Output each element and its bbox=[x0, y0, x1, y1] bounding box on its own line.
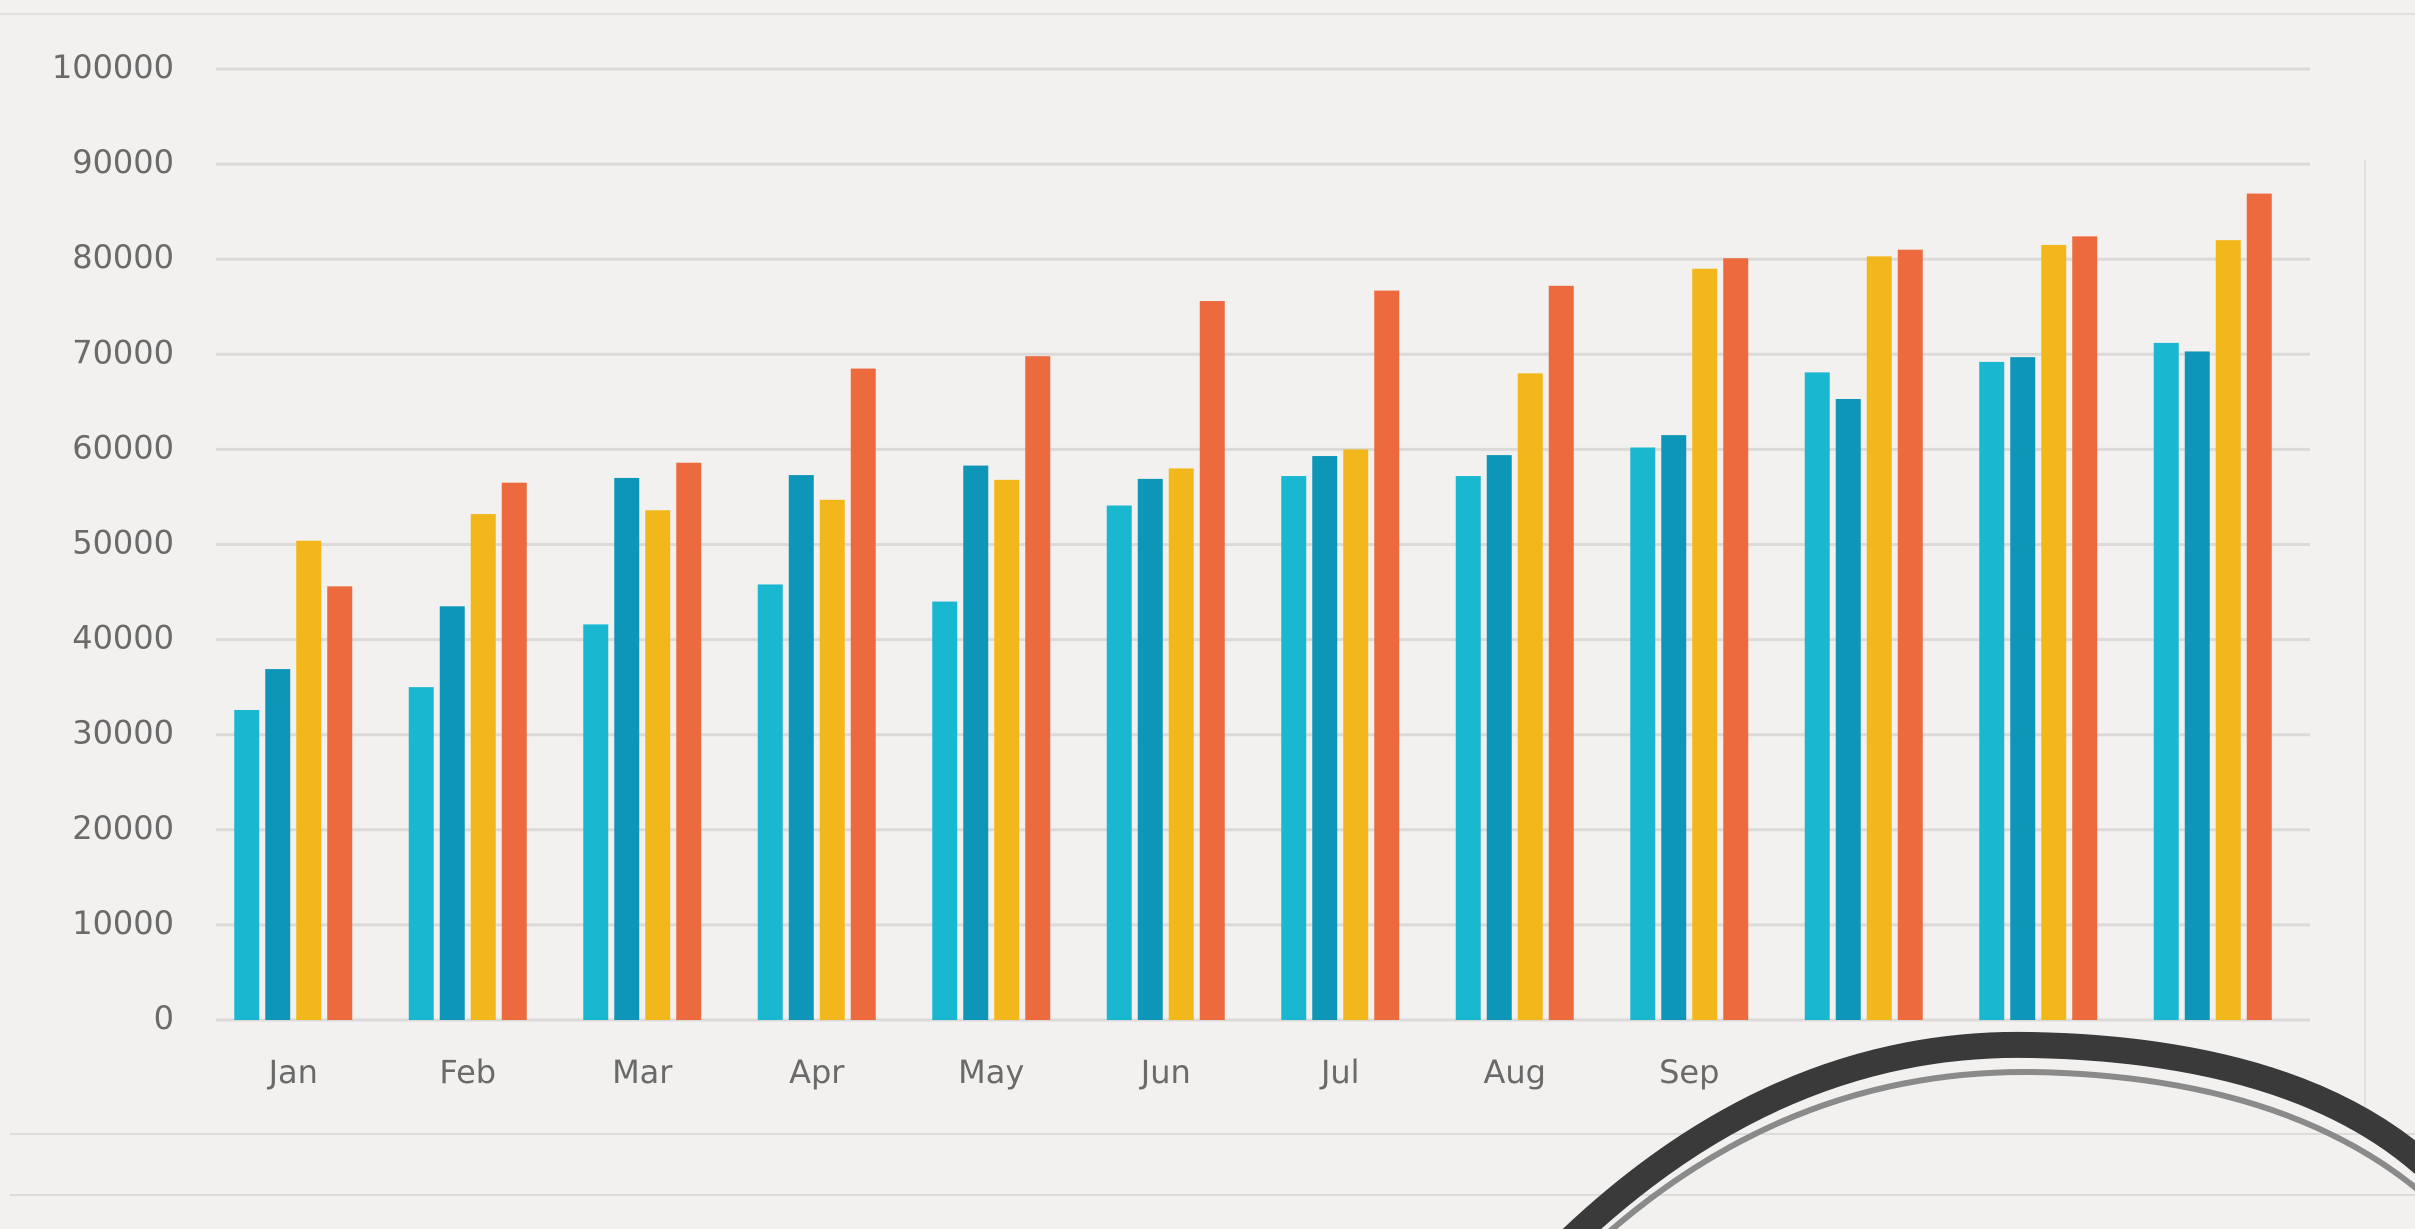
bar bbox=[1517, 373, 1543, 1020]
y-tick-label: 80000 bbox=[72, 238, 174, 276]
bar bbox=[501, 482, 527, 1020]
bar bbox=[676, 462, 702, 1020]
y-tick-label: 70000 bbox=[72, 333, 174, 371]
bar bbox=[1025, 356, 1051, 1020]
bar bbox=[583, 624, 609, 1020]
bar bbox=[2153, 342, 2179, 1020]
bar bbox=[757, 584, 783, 1020]
magnifier-rim bbox=[1562, 1031, 2415, 1229]
y-tick-label: 100000 bbox=[52, 48, 174, 86]
bar bbox=[614, 477, 640, 1020]
bar bbox=[2184, 351, 2210, 1020]
y-tick-label: 40000 bbox=[72, 619, 174, 657]
plot-area: 0 10000 20000 30000 40000 50000 60000 70000 8000… bbox=[52, 48, 2310, 1091]
bar bbox=[1168, 468, 1194, 1020]
bar bbox=[2072, 236, 2098, 1021]
x-tick-label: Apr bbox=[789, 1053, 845, 1091]
magnifier-inner-rim bbox=[1608, 1068, 2415, 1229]
y-tick-label: 30000 bbox=[72, 714, 174, 752]
y-tick-label: 60000 bbox=[72, 428, 174, 466]
bar bbox=[1137, 478, 1163, 1021]
bar bbox=[850, 368, 876, 1020]
bar bbox=[1897, 249, 1923, 1020]
bar bbox=[1630, 447, 1656, 1020]
bar bbox=[265, 669, 291, 1020]
bar bbox=[932, 601, 958, 1020]
y-tick-label: 10000 bbox=[72, 904, 174, 942]
y-tick-label: 50000 bbox=[72, 524, 174, 562]
bar bbox=[963, 465, 989, 1020]
bar bbox=[327, 586, 353, 1020]
bar bbox=[645, 510, 671, 1020]
bar bbox=[1835, 398, 1861, 1020]
bar bbox=[2041, 244, 2067, 1020]
bar bbox=[439, 606, 465, 1020]
bar bbox=[2215, 240, 2241, 1020]
x-tick-label: Jun bbox=[1139, 1053, 1191, 1091]
bar bbox=[1723, 258, 1749, 1020]
bar bbox=[994, 479, 1020, 1020]
bar bbox=[1486, 455, 1512, 1021]
bar bbox=[470, 514, 496, 1020]
bar bbox=[1804, 372, 1830, 1020]
bar bbox=[2010, 357, 2036, 1020]
bar bbox=[234, 709, 260, 1020]
bar bbox=[1455, 476, 1481, 1020]
bar bbox=[1374, 290, 1400, 1020]
bar bbox=[1692, 268, 1718, 1021]
bar bbox=[1281, 476, 1307, 1020]
x-tick-label: Jul bbox=[1319, 1053, 1360, 1091]
bar bbox=[1343, 449, 1369, 1020]
x-tick-label: Mar bbox=[612, 1053, 673, 1091]
bar bbox=[1866, 256, 1892, 1020]
bar bbox=[1312, 456, 1338, 1020]
bar bbox=[2246, 193, 2272, 1020]
bar bbox=[788, 475, 814, 1020]
x-tick-label: Sep bbox=[1659, 1053, 1719, 1091]
bar bbox=[408, 687, 434, 1020]
y-tick-label: 90000 bbox=[72, 143, 174, 181]
bar bbox=[1979, 361, 2005, 1021]
bar bbox=[1548, 285, 1574, 1020]
bar bbox=[296, 540, 322, 1020]
x-tick-label: Aug bbox=[1484, 1053, 1546, 1091]
bar bbox=[1661, 435, 1687, 1020]
x-tick-label: Jan bbox=[267, 1053, 318, 1091]
bar bbox=[1106, 505, 1132, 1020]
y-tick-label: 0 bbox=[154, 999, 174, 1037]
bar bbox=[1199, 301, 1225, 1020]
x-tick-label: May bbox=[958, 1053, 1024, 1091]
y-tick-label: 20000 bbox=[72, 809, 174, 847]
x-tick-label: Feb bbox=[439, 1053, 496, 1091]
bar bbox=[819, 499, 845, 1021]
